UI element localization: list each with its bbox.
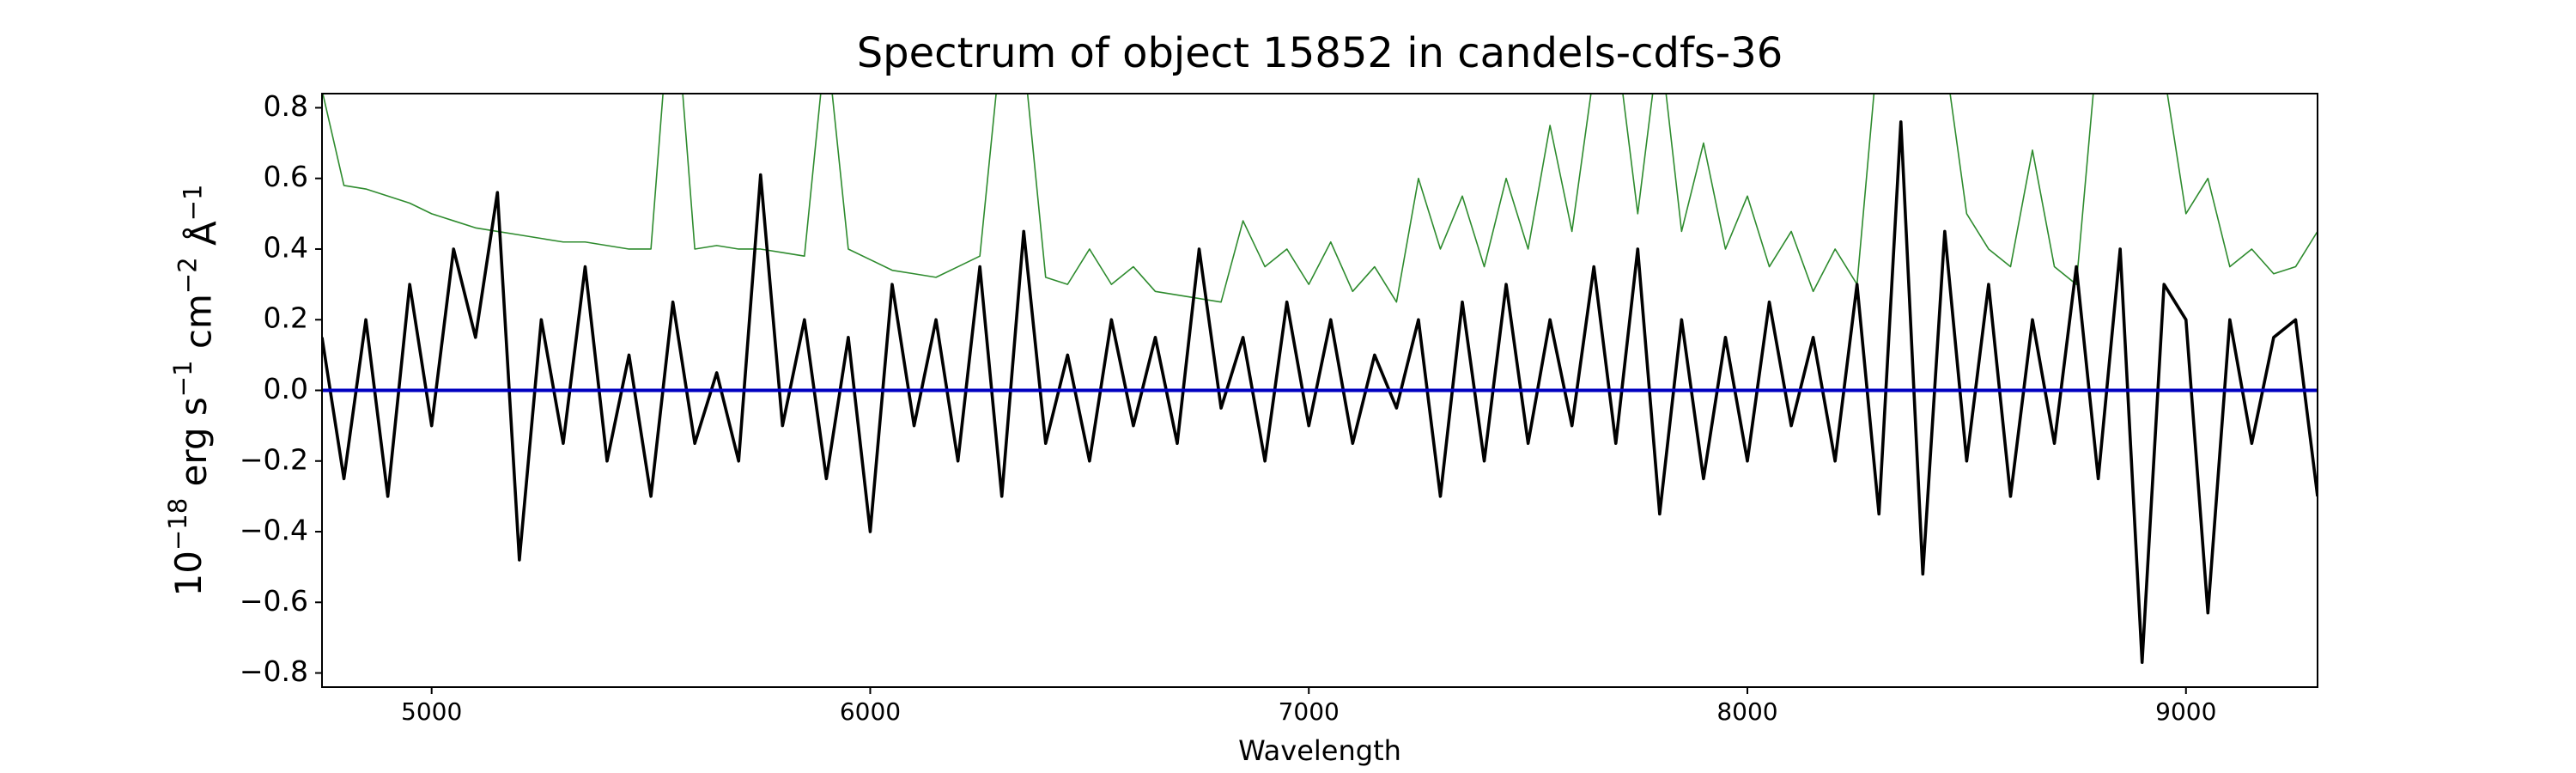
x-axis-label: Wavelength [1238, 734, 1401, 767]
y-tick-label: 0.8 [264, 89, 308, 123]
y-axis-label-superscript: −1 [179, 185, 208, 222]
spectrum-line [322, 120, 2318, 665]
y-axis-label: 10−18 erg s−1 cm−2 Å−1 [163, 185, 224, 597]
y-tick-label: 0.2 [264, 301, 308, 335]
x-tick-label: 9000 [2155, 697, 2216, 726]
y-tick-label: 0.4 [264, 230, 308, 264]
y-tick-label: 0.6 [264, 160, 308, 193]
y-axis-label-text: 10 [167, 551, 210, 596]
y-axis-label-text: Å [181, 221, 224, 257]
y-axis-label-superscript: −2 [173, 257, 203, 294]
x-tick-label: 7000 [1279, 697, 1340, 726]
y-axis-label-text: erg s [172, 397, 214, 498]
y-axis-label-superscript: −1 [168, 360, 197, 397]
x-tick-label: 6000 [840, 697, 901, 726]
y-tick-label: 0.0 [264, 372, 308, 405]
x-tick-label: 8000 [1716, 697, 1777, 726]
spectrum-line [322, 94, 2318, 303]
y-tick-label: −0.4 [240, 514, 308, 547]
y-axis-label-text: cm [177, 294, 219, 360]
plot-area [322, 94, 2318, 665]
y-tick-label: −0.8 [240, 654, 308, 688]
y-tick-label: −0.6 [240, 584, 308, 618]
y-tick-label: −0.2 [240, 442, 308, 476]
y-axis-label-superscript: −18 [163, 498, 192, 551]
chart-title: Spectrum of object 15852 in candels-cdfs… [857, 29, 1783, 77]
x-tick-label: 5000 [401, 697, 462, 726]
